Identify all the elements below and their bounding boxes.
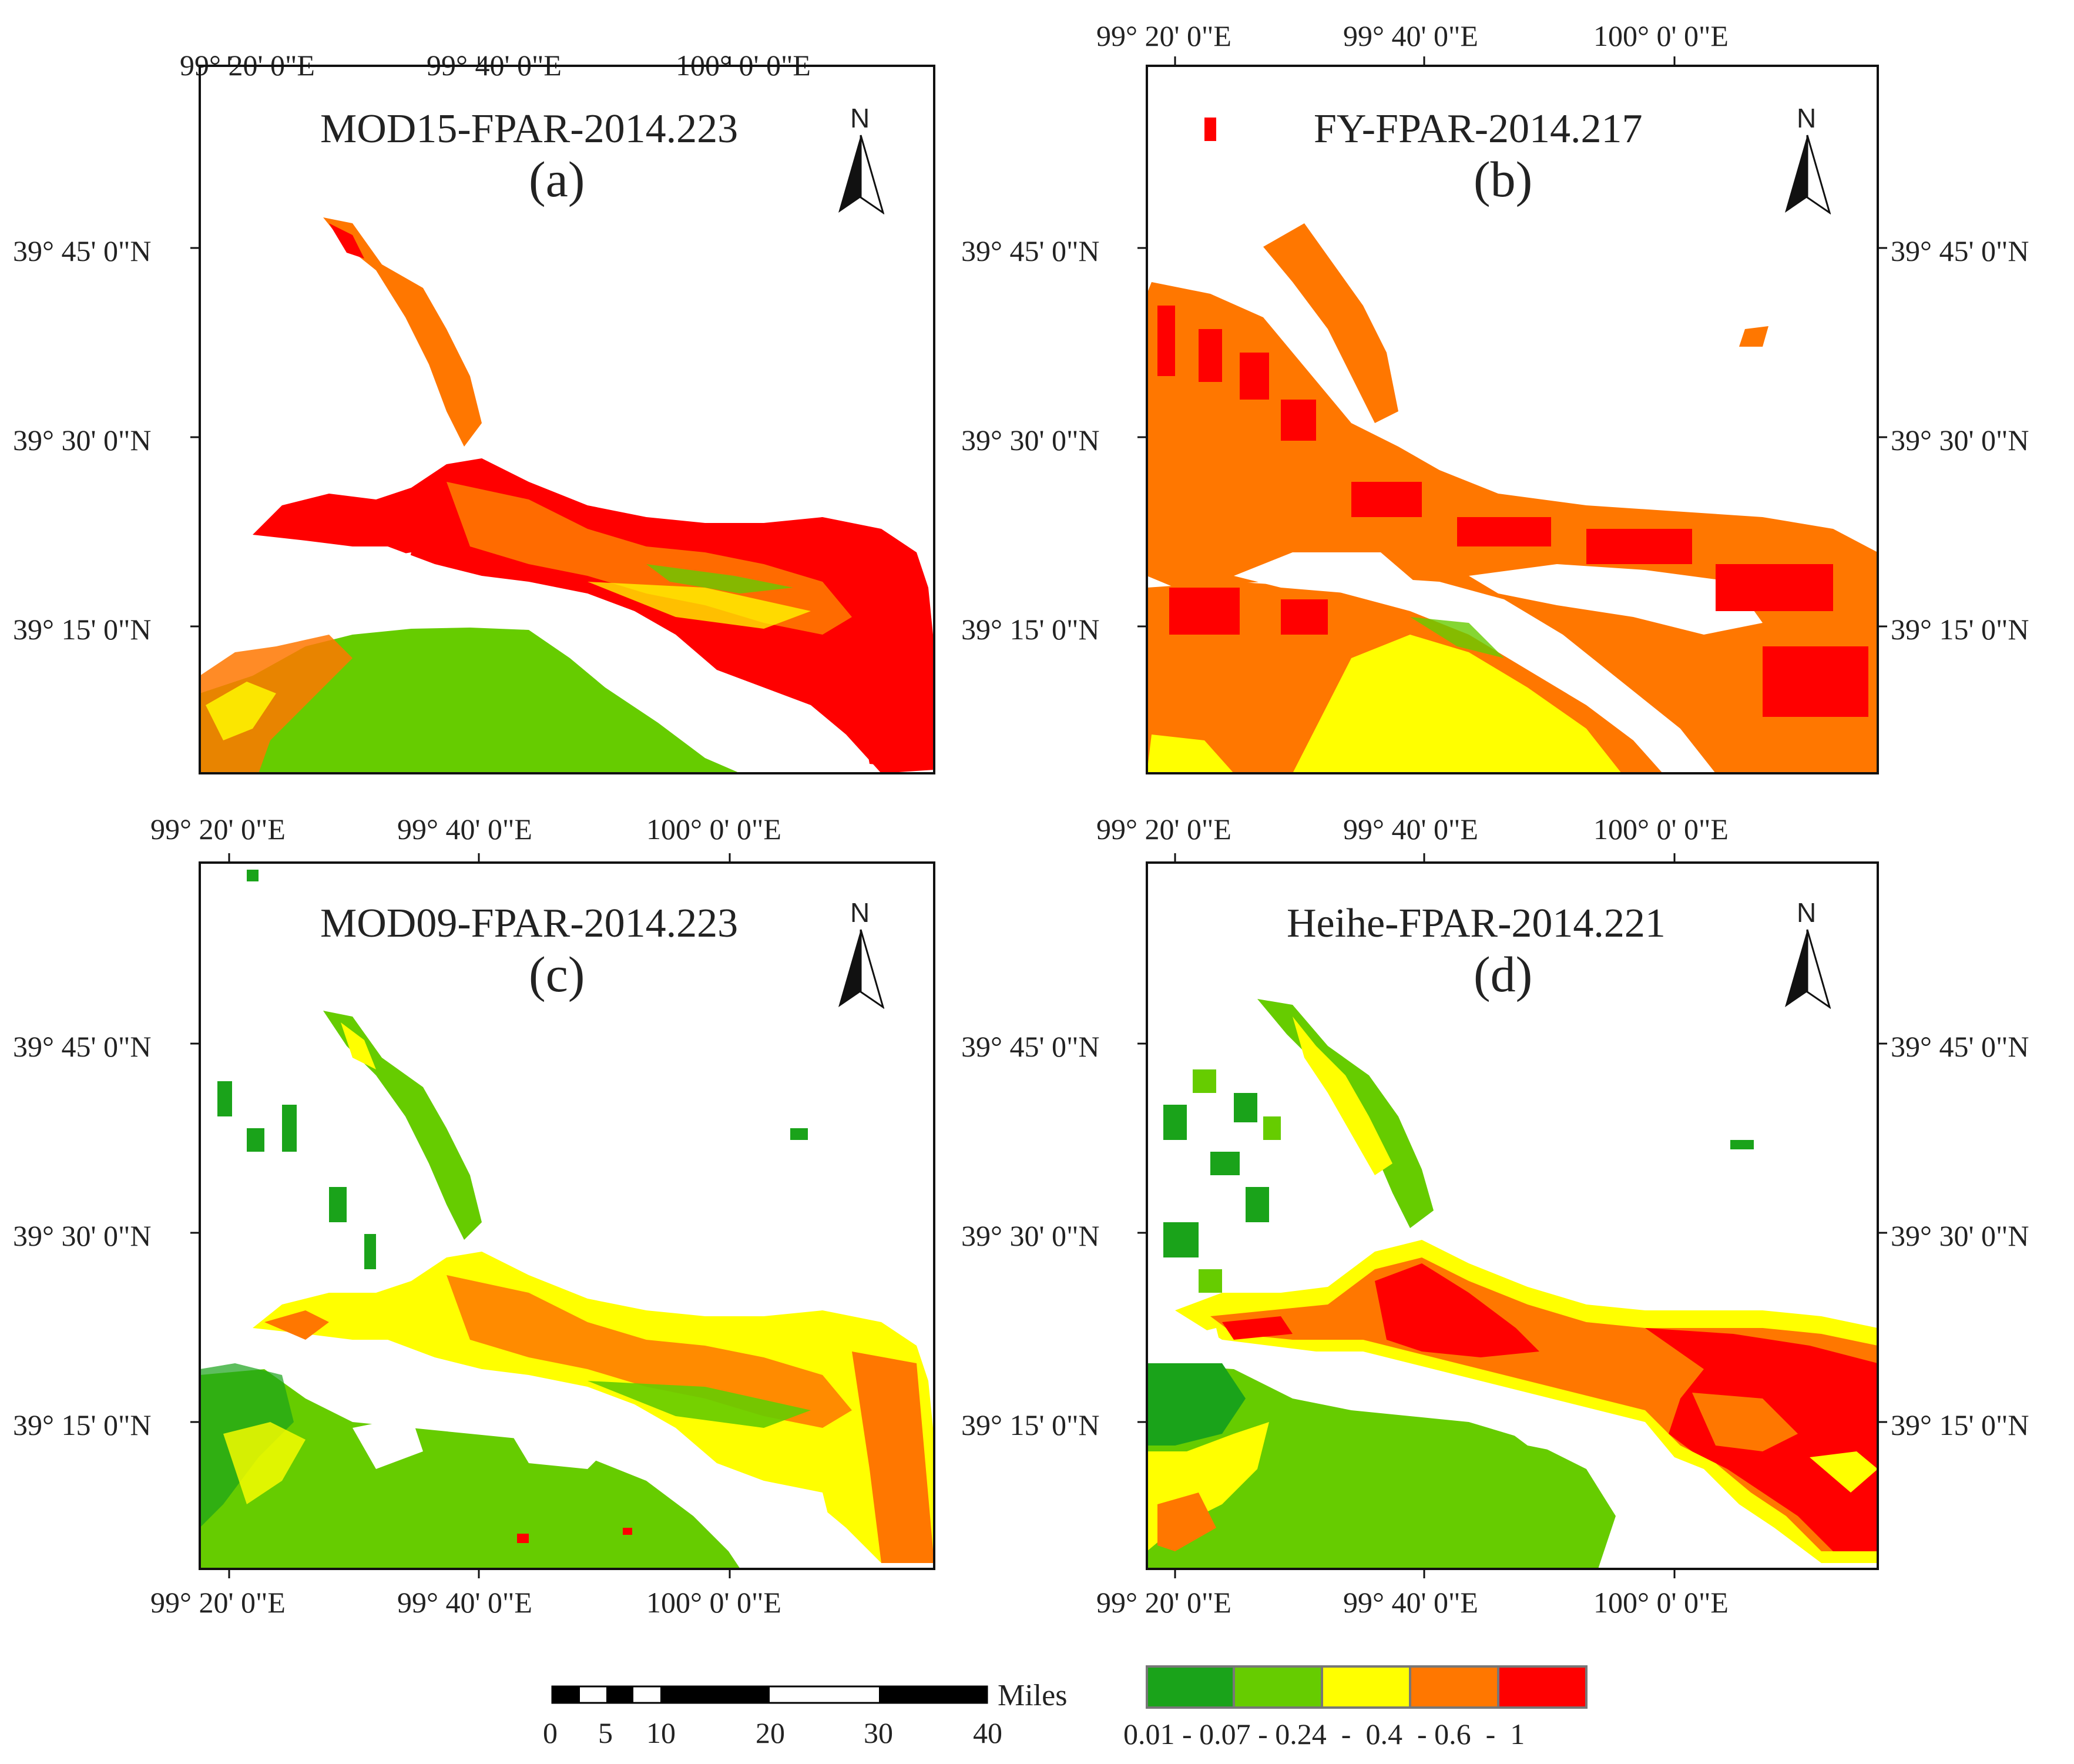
lon-tick-right: 100° 0' 0"E: [1593, 813, 1729, 846]
lat-tick-top-left: 39° 45' 0"N: [961, 1030, 1100, 1063]
lon-tick-right: 100° 0' 0"E: [646, 813, 781, 846]
lat-tick-bottom-right: 39° 15' 0"N: [1891, 1408, 2029, 1441]
lat-tick-middle-right: 39° 30' 0"N: [1891, 1219, 2029, 1252]
lon-tick-left: 99° 20' 0"E: [1096, 19, 1231, 52]
lon-tick-middle: 99° 40' 0"E: [1343, 813, 1478, 846]
panel-title-c: MOD09-FPAR-2014.223: [320, 901, 739, 946]
legend-swatch-5: [1497, 1665, 1588, 1709]
panel-title-b: FY-FPAR-2014.217: [1314, 106, 1643, 152]
panel-label-c: (c): [529, 946, 585, 1002]
legend-swatches: [1146, 1665, 1588, 1709]
north-arrow-icon: [838, 929, 884, 1010]
legend-swatch-1: [1146, 1665, 1235, 1709]
scale-unit: Miles: [998, 1679, 1068, 1712]
scale-tick-40: 40: [973, 1716, 1002, 1749]
lat-tick-middle: 39° 30' 0"N: [13, 1219, 152, 1252]
lat-tick-top-left: 39° 45' 0"N: [961, 234, 1100, 267]
panel-label-d: (d): [1474, 946, 1533, 1002]
fpar-raster-a: [200, 217, 934, 773]
lat-tick-middle-left: 39° 30' 0"N: [961, 424, 1100, 457]
lat-tick-top: 39° 45' 0"N: [13, 1030, 152, 1063]
lon-tick-middle: 99° 40' 0"E: [1343, 19, 1478, 52]
scale-tick-10: 10: [646, 1716, 676, 1749]
panel-label-b: (b): [1474, 151, 1533, 207]
panel-label-a: (a): [529, 151, 585, 207]
lat-tick-middle: 39° 30' 0"N: [13, 424, 152, 457]
north-letter-c: N: [850, 897, 870, 928]
north-letter-a: N: [850, 103, 870, 133]
lon-tick-bottom-left: 99° 20' 0"E: [1096, 1586, 1231, 1619]
lon-tick-right: 100° 0' 0"E: [1593, 19, 1729, 52]
lon-tick-right: 100° 0' 0"E: [676, 49, 811, 82]
north-letter-d: N: [1797, 897, 1817, 928]
scale-tick-0: 0: [543, 1716, 558, 1749]
lat-tick-bottom: 39° 15' 0"N: [13, 613, 152, 646]
north-letter-b: N: [1797, 103, 1817, 133]
panel-title-d: Heihe-FPAR-2014.221: [1287, 901, 1666, 946]
fpar-raster-b: [1147, 118, 1878, 773]
north-arrow-icon: [1785, 135, 1831, 215]
north-arrow-icon: [1785, 929, 1831, 1010]
lon-tick-left: 99° 20' 0"E: [150, 813, 286, 846]
lat-tick-top-right: 39° 45' 0"N: [1891, 234, 2029, 267]
lat-tick-middle-right: 39° 30' 0"N: [1891, 424, 2029, 457]
lon-tick-middle: 99° 40' 0"E: [397, 813, 532, 846]
lon-tick-left: 99° 20' 0"E: [180, 49, 315, 82]
legend-swatch-2: [1233, 1665, 1323, 1709]
scale-bar-graphic: [551, 1685, 988, 1704]
lon-tick-middle: 99° 40' 0"E: [427, 49, 562, 82]
lat-tick-bottom-left: 39° 15' 0"N: [961, 613, 1100, 646]
lon-tick-bottom-middle: 99° 40' 0"E: [397, 1586, 532, 1619]
legend-labels: 0.01 - 0.07 - 0.24 - 0.4 - 0.6 - 1: [1123, 1718, 1525, 1750]
lat-tick-top: 39° 45' 0"N: [13, 234, 152, 267]
lat-tick-top-right: 39° 45' 0"N: [1891, 1030, 2029, 1063]
scale-tick-5: 5: [598, 1716, 613, 1749]
lon-tick-bottom-right: 100° 0' 0"E: [646, 1586, 781, 1619]
lat-tick-middle-left: 39° 30' 0"N: [961, 1219, 1100, 1252]
legend-swatch-3: [1321, 1665, 1411, 1709]
panel-title-a: MOD15-FPAR-2014.223: [320, 106, 739, 152]
lon-tick-bottom-right: 100° 0' 0"E: [1593, 1586, 1729, 1619]
lon-tick-bottom-middle: 99° 40' 0"E: [1343, 1586, 1478, 1619]
lat-tick-bottom-left: 39° 15' 0"N: [961, 1408, 1100, 1441]
scale-tick-30: 30: [864, 1716, 893, 1749]
lat-tick-bottom: 39° 15' 0"N: [13, 1408, 152, 1441]
legend-swatch-4: [1409, 1665, 1499, 1709]
scale-tick-20: 20: [756, 1716, 785, 1749]
lon-tick-bottom-left: 99° 20' 0"E: [150, 1586, 286, 1619]
north-arrow-icon: [838, 135, 884, 215]
fpar-raster-d: [1147, 999, 1878, 1569]
lat-tick-bottom-right: 39° 15' 0"N: [1891, 613, 2029, 646]
lon-tick-left: 99° 20' 0"E: [1096, 813, 1231, 846]
